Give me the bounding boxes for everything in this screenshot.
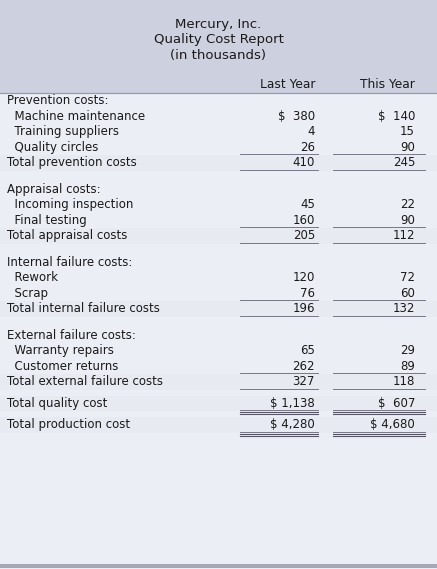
Text: Total external failure costs: Total external failure costs <box>7 375 163 388</box>
Text: 205: 205 <box>293 229 315 242</box>
Text: Scrap: Scrap <box>7 287 48 300</box>
Text: 72: 72 <box>400 271 415 284</box>
Text: Final testing: Final testing <box>7 214 87 227</box>
Text: 15: 15 <box>400 125 415 138</box>
Text: 76: 76 <box>300 287 315 300</box>
Text: $  140: $ 140 <box>378 110 415 123</box>
Text: Total appraisal costs: Total appraisal costs <box>7 229 127 242</box>
Bar <box>0 374 437 390</box>
Bar <box>0 301 437 316</box>
Bar <box>0 395 437 411</box>
Text: Mercury, Inc.: Mercury, Inc. <box>175 18 262 31</box>
Text: 245: 245 <box>392 156 415 169</box>
Text: Appraisal costs:: Appraisal costs: <box>7 183 101 196</box>
Bar <box>0 228 437 244</box>
Text: 22: 22 <box>400 198 415 211</box>
Text: 327: 327 <box>293 375 315 388</box>
Text: Internal failure costs:: Internal failure costs: <box>7 255 132 269</box>
Text: Training suppliers: Training suppliers <box>7 125 119 138</box>
Text: Total quality cost: Total quality cost <box>7 397 108 410</box>
Text: Quality Cost Report: Quality Cost Report <box>153 33 284 46</box>
Text: 410: 410 <box>293 156 315 169</box>
Text: 4: 4 <box>308 125 315 138</box>
Bar <box>0 75 437 93</box>
Text: Last Year: Last Year <box>260 77 315 90</box>
Text: Machine maintenance: Machine maintenance <box>7 110 145 123</box>
Text: $  607: $ 607 <box>378 397 415 410</box>
Text: Total internal failure costs: Total internal failure costs <box>7 302 160 315</box>
Text: (in thousands): (in thousands) <box>170 49 267 62</box>
Text: 132: 132 <box>392 302 415 315</box>
Text: $ 1,138: $ 1,138 <box>270 397 315 410</box>
Text: This Year: This Year <box>360 77 415 90</box>
Text: 90: 90 <box>400 141 415 154</box>
Text: 262: 262 <box>292 360 315 373</box>
Text: 196: 196 <box>292 302 315 315</box>
Text: 120: 120 <box>293 271 315 284</box>
Text: Total production cost: Total production cost <box>7 418 130 431</box>
Text: Customer returns: Customer returns <box>7 360 118 373</box>
Bar <box>0 155 437 171</box>
Text: 60: 60 <box>400 287 415 300</box>
Text: Rework: Rework <box>7 271 58 284</box>
Text: Total prevention costs: Total prevention costs <box>7 156 137 169</box>
Text: Warranty repairs: Warranty repairs <box>7 344 114 357</box>
Text: Prevention costs:: Prevention costs: <box>7 94 108 107</box>
Text: 29: 29 <box>400 344 415 357</box>
Bar <box>0 417 437 432</box>
Text: 89: 89 <box>400 360 415 373</box>
Text: 112: 112 <box>392 229 415 242</box>
Text: 118: 118 <box>392 375 415 388</box>
Text: 26: 26 <box>300 141 315 154</box>
Text: Quality circles: Quality circles <box>7 141 98 154</box>
Text: External failure costs:: External failure costs: <box>7 329 136 342</box>
Text: 65: 65 <box>300 344 315 357</box>
Text: Incoming inspection: Incoming inspection <box>7 198 133 211</box>
Text: 90: 90 <box>400 214 415 227</box>
Bar <box>0 93 437 569</box>
Text: $  380: $ 380 <box>278 110 315 123</box>
Bar <box>0 0 437 75</box>
Text: 160: 160 <box>293 214 315 227</box>
Text: $ 4,280: $ 4,280 <box>270 418 315 431</box>
Text: $ 4,680: $ 4,680 <box>370 418 415 431</box>
Text: 45: 45 <box>300 198 315 211</box>
